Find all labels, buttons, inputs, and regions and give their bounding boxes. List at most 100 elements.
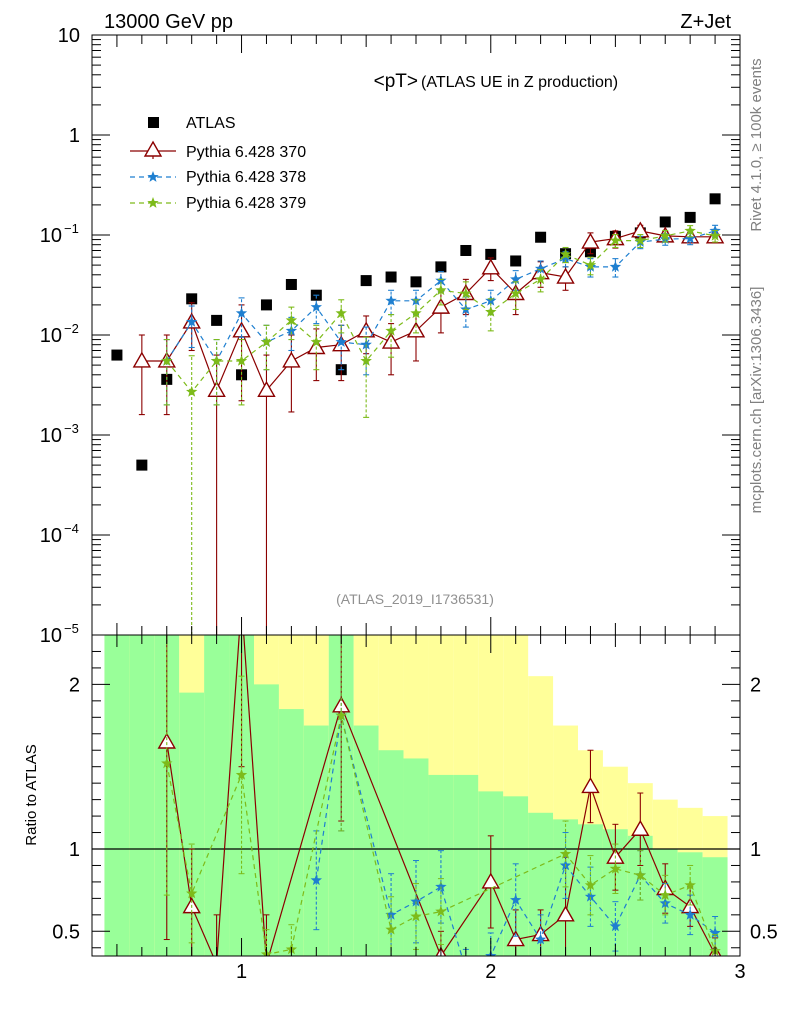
data-marker: [609, 260, 622, 272]
series-pythia-6-428-379: [161, 224, 721, 635]
process-label: Z+Jet: [680, 11, 731, 33]
data-marker: [385, 324, 397, 336]
y-tick-label: 10: [40, 625, 62, 647]
ratio-marker: [186, 887, 198, 899]
series-line: [141, 230, 716, 392]
ratio-marker: [584, 890, 597, 902]
uncertainty-band-green: [278, 709, 304, 956]
plot-subtitle: (ATLAS UE in Z production): [421, 74, 618, 91]
data-marker: [310, 301, 322, 312]
ratio-marker: [659, 889, 671, 900]
atlas-data-point: [136, 459, 148, 471]
ratio-y-tick-label: 1: [69, 839, 80, 861]
y-tick-label: 10: [40, 325, 62, 347]
ratio-marker: [510, 894, 522, 905]
data-marker: [510, 273, 522, 285]
data-marker: [659, 229, 671, 241]
data-marker: [584, 259, 597, 270]
data-marker: [360, 355, 372, 366]
data-marker: [410, 307, 422, 319]
ratio-marker: [215, 954, 218, 956]
uncertainty-band-green: [204, 635, 230, 956]
ratio-marker: [684, 908, 696, 920]
uncertainty-band-green: [104, 635, 130, 956]
data-marker: [556, 267, 575, 284]
data-marker: [385, 294, 397, 306]
ratio-marker: [335, 709, 347, 721]
data-marker: [335, 336, 347, 347]
y-tick-label: 10: [58, 25, 80, 47]
ratio-panel: 0.5 0.5 1 1 2 2 1 2 3 Ratio to ATLAS: [23, 594, 778, 983]
y-tick-label: 10: [40, 525, 62, 547]
data-marker: [659, 233, 671, 244]
ratio-marker: [460, 963, 472, 974]
mcplots-label: mcplots.cern.ch [arXiv:1306.3436]: [748, 287, 765, 514]
atlas-data-point: [111, 349, 123, 361]
atlas-data-point: [285, 278, 297, 290]
ratio-marker: [634, 869, 646, 881]
data-marker: [210, 355, 223, 366]
data-marker: [235, 307, 248, 319]
x-tick-label: 2: [485, 961, 496, 983]
atlas-data-point: [485, 248, 497, 260]
data-marker: [559, 248, 572, 260]
ratio-marker: [609, 862, 622, 874]
data-marker: [559, 252, 572, 264]
legend-379-label: Pythia 6.428 379: [186, 195, 306, 212]
data-marker: [581, 232, 600, 249]
ratio-ylabel: Ratio to ATLAS: [23, 744, 40, 845]
atlas-data-point: [460, 244, 472, 256]
ratio-marker: [234, 594, 250, 608]
data-marker: [481, 258, 500, 275]
data-marker: [260, 336, 273, 347]
legend-370-marker: [143, 140, 163, 157]
y-tick-exponent: −4: [64, 521, 79, 536]
y-tick-exponent: −5: [64, 621, 79, 636]
ratio-marker: [559, 847, 572, 859]
ratio-marker: [481, 872, 500, 889]
energy-label: 13000 GeV pp: [104, 11, 233, 33]
data-marker: [186, 316, 198, 327]
y-tick-label: 10: [40, 225, 62, 247]
data-marker: [460, 287, 472, 299]
data-marker: [285, 324, 298, 336]
data-marker: [684, 224, 696, 236]
legend: ATLAS Pythia 6.428 370 Pythia 6.428 378 …: [130, 115, 306, 212]
ratio-marker: [534, 933, 547, 945]
data-marker: [257, 380, 276, 397]
ratio-y-tick-label: 2: [69, 674, 80, 696]
ratio-marker: [161, 757, 173, 769]
data-marker: [132, 351, 152, 368]
analysis-tag: (ATLAS_2019_I1736531): [336, 591, 494, 607]
legend-378-label: Pythia 6.428 378: [186, 169, 306, 186]
ratio-y-tick-label: 0.5: [52, 921, 80, 943]
data-marker: [282, 351, 301, 368]
data-marker: [634, 234, 646, 246]
data-marker: [431, 297, 451, 314]
ratio-y-tick-label-right: 0.5: [750, 921, 778, 943]
ratio-marker: [435, 905, 447, 917]
atlas-data-point: [535, 231, 547, 243]
series-pythia-6-428-370: [132, 221, 725, 635]
atlas-data-point: [709, 193, 721, 205]
data-marker: [285, 314, 298, 326]
legend-370-label: Pythia 6.428 370: [186, 144, 306, 161]
ratio-y-tick-label-right: 1: [750, 839, 761, 861]
ratio-marker: [581, 777, 600, 794]
x-tick-label: 3: [734, 961, 745, 983]
data-marker: [435, 274, 447, 286]
atlas-data-point: [510, 255, 522, 267]
data-marker: [235, 355, 248, 366]
atlas-data-point: [211, 314, 223, 326]
atlas-data-point: [385, 271, 397, 283]
y-tick-exponent: −1: [64, 221, 79, 236]
data-marker: [161, 355, 173, 366]
ratio-marker: [709, 927, 721, 938]
data-marker: [360, 338, 372, 350]
data-marker: [335, 307, 347, 319]
data-marker: [709, 229, 721, 241]
ratio-marker: [310, 874, 322, 886]
uncertainty-band-green: [254, 684, 279, 956]
data-marker: [510, 287, 522, 299]
